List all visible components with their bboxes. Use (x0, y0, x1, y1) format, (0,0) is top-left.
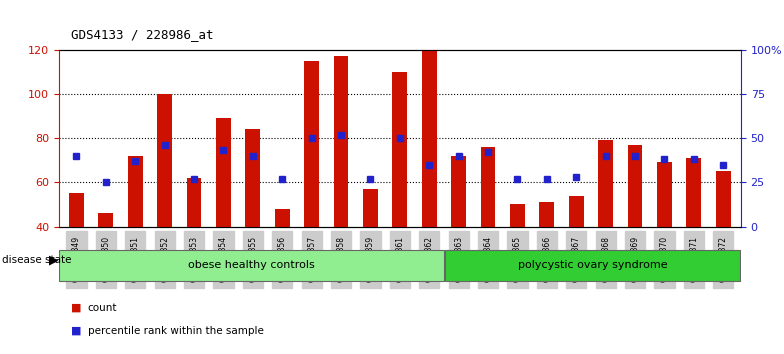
FancyBboxPatch shape (60, 250, 444, 281)
Bar (158, 94, 172, 227)
Bar (716, 171, 731, 227)
Text: count: count (88, 303, 118, 313)
Bar (481, 147, 495, 227)
Bar (304, 61, 319, 227)
Bar (393, 72, 407, 227)
Bar (687, 158, 701, 227)
Bar (628, 145, 642, 227)
Text: obese healthy controls: obese healthy controls (188, 261, 315, 270)
Bar (99, 213, 113, 227)
Bar (510, 205, 524, 227)
Bar (187, 178, 201, 227)
Bar (363, 189, 378, 227)
Bar (69, 193, 84, 227)
Bar (539, 202, 554, 227)
Bar (452, 156, 466, 227)
Text: ▶: ▶ (49, 254, 59, 267)
Text: GDS4133 / 228986_at: GDS4133 / 228986_at (71, 28, 213, 41)
Bar (128, 156, 143, 227)
Bar (422, 50, 437, 227)
FancyBboxPatch shape (445, 250, 740, 281)
Text: percentile rank within the sample: percentile rank within the sample (88, 326, 263, 336)
Bar (598, 140, 613, 227)
Bar (245, 129, 260, 227)
Bar (334, 56, 348, 227)
Bar (216, 118, 230, 227)
Text: ■: ■ (71, 303, 81, 313)
Text: ■: ■ (71, 326, 81, 336)
Bar (275, 209, 289, 227)
Text: disease state: disease state (2, 255, 71, 265)
Text: polycystic ovary syndrome: polycystic ovary syndrome (517, 261, 667, 270)
Bar (657, 162, 672, 227)
Bar (569, 195, 583, 227)
